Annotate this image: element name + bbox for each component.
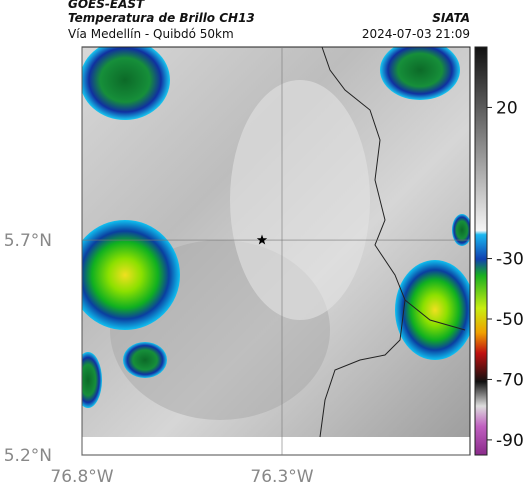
colorbar-tick-label: -70 — [496, 370, 524, 390]
header-source: SIATA — [432, 11, 470, 25]
colorbar-tick-label: 20 — [496, 98, 518, 118]
header-title: GOES-EAST — [68, 0, 145, 11]
colorbar — [474, 46, 488, 456]
lat-tick-label: 5.2°N — [4, 446, 52, 466]
lon-tick-label: 76.8°W — [50, 467, 113, 487]
header-timestamp: 2024-07-03 21:09 — [362, 27, 470, 41]
colorbar-tick-label: -50 — [496, 310, 524, 330]
header-route: Vía Medellín - Quibdó 50km — [68, 27, 234, 41]
colorbar-tick-label: -30 — [496, 250, 524, 270]
location-marker — [256, 234, 268, 245]
header-subtitle: Temperatura de Brillo CH13 — [68, 11, 255, 25]
satellite-image — [82, 47, 470, 438]
colorbar-tick-label: -90 — [496, 431, 524, 451]
lat-tick-label: 5.7°N — [4, 231, 52, 251]
lon-tick-label: 76.3°W — [250, 467, 313, 487]
